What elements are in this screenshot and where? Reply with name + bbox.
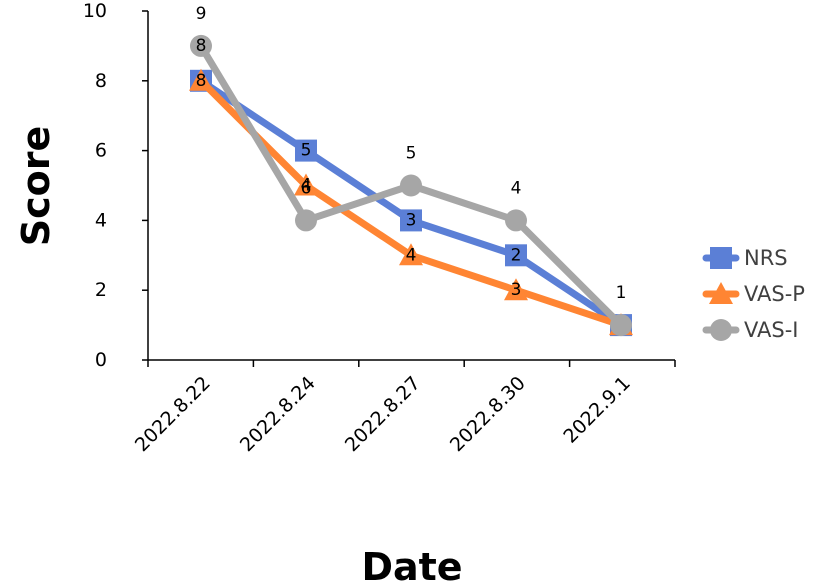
x-tick-label: 2022.8.22: [131, 372, 215, 456]
data-label: 8: [196, 36, 207, 56]
data-label: 5: [301, 141, 312, 161]
legend-label-vas-i: VAS-I: [744, 318, 799, 342]
x-tick-label: 2022.8.30: [446, 372, 530, 456]
triangle-marker: [504, 278, 528, 301]
y-tick-label: 10: [83, 0, 107, 22]
data-label: 4: [406, 245, 417, 265]
triangle-marker: [189, 68, 213, 91]
x-tick-label: 2022.8.24: [236, 372, 320, 456]
square-marker: [400, 209, 422, 232]
y-tick-label: 0: [95, 349, 107, 371]
data-label: 6: [301, 178, 312, 198]
circle-marker: [190, 34, 212, 57]
circle-marker: [505, 209, 527, 232]
data-label: 3: [511, 280, 522, 300]
circle-marker: [400, 174, 422, 197]
x-tick-label: 2022.8.27: [341, 372, 425, 456]
triangle-marker: [294, 173, 318, 196]
data-label: 4: [511, 178, 522, 198]
y-tick-label: 4: [95, 209, 107, 231]
x-axis-title: Date: [361, 545, 462, 585]
triangle-marker: [709, 282, 733, 304]
data-label: 3: [406, 210, 417, 230]
legend: NRS VAS-P VAS-I: [702, 246, 805, 342]
data-label: 8: [196, 71, 207, 91]
y-axis-ticks: 0 2 4 6 8 10: [83, 0, 148, 371]
series-line-nrs: [197, 77, 625, 329]
x-tick-label: 2022.9.1: [559, 372, 634, 447]
y-tick-label: 2: [95, 279, 107, 301]
triangle-marker: [399, 243, 423, 266]
x-axis-ticks: 2022.8.22 2022.8.24 2022.8.27 2022.8.30 2022…: [131, 360, 676, 456]
circle-marker: [295, 209, 317, 232]
square-marker: [710, 247, 732, 269]
data-label: 2: [511, 245, 522, 265]
legend-label-nrs: NRS: [744, 246, 788, 270]
data-label: 1: [616, 283, 627, 303]
legend-label-vas-p: VAS-P: [744, 282, 805, 306]
y-tick-label: 8: [95, 70, 107, 92]
circle-marker: [610, 314, 632, 337]
data-labels: 5 3 2 8 4 4 3 9 6 5 4 1 8: [196, 4, 627, 303]
y-axis-title: Score: [14, 126, 58, 247]
series-line-vas-p: [197, 77, 625, 329]
series-layer: [189, 34, 633, 337]
y-tick-label: 6: [95, 140, 107, 162]
data-label: 4: [301, 176, 312, 196]
square-marker: [505, 244, 527, 267]
square-marker: [295, 139, 317, 162]
axes: [147, 11, 675, 361]
circle-marker: [710, 319, 732, 341]
data-label: 5: [406, 144, 417, 164]
data-label: 9: [196, 4, 207, 24]
